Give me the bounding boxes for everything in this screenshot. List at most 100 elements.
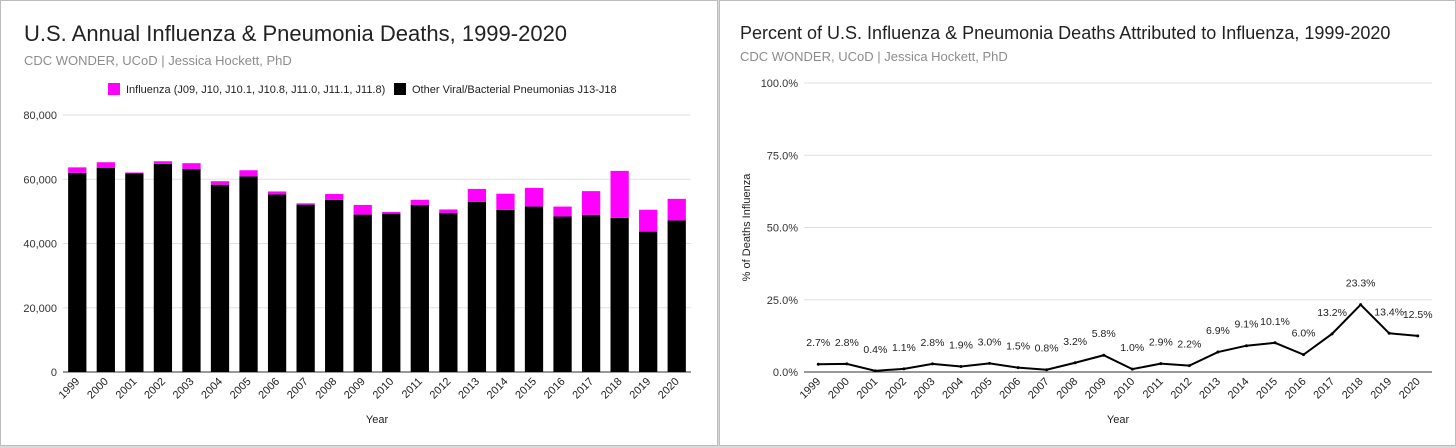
x-tick-label: 2017 <box>570 376 596 402</box>
y-tick-label: 80,000 <box>23 110 57 122</box>
bar-other <box>267 194 287 372</box>
x-tick-label: 2018 <box>1340 376 1366 402</box>
bar-other <box>182 168 201 372</box>
x-tick-label: 2005 <box>969 376 995 402</box>
bar-influenza <box>667 198 686 221</box>
line-point <box>1273 341 1277 345</box>
x-tick-label: 2000 <box>85 376 111 402</box>
bar-chart-svg: 0 20,000 40,000 60,000 80,000 Influenza (J09,… <box>23 83 691 426</box>
line-point <box>1387 331 1391 335</box>
y-tick-label: 25.0% <box>767 295 798 307</box>
y-axis-title: % of Deaths Influenza <box>741 173 753 282</box>
x-tick-label: 2006 <box>256 376 282 402</box>
line-point <box>1130 367 1134 371</box>
bar-other <box>68 172 87 372</box>
bar-influenza <box>239 170 258 177</box>
line-point <box>845 362 849 366</box>
bar-other <box>581 214 601 372</box>
data-label: 3.0% <box>978 336 1002 348</box>
data-label: 9.1% <box>1234 319 1258 331</box>
x-tick-label: 2007 <box>1026 376 1052 402</box>
y-tick-label: 20,000 <box>23 303 57 315</box>
bar-other <box>96 168 115 372</box>
bar-other <box>667 220 686 372</box>
x-tick-label: 2016 <box>542 376 568 402</box>
bar-influenza <box>553 206 572 217</box>
line-point <box>1187 364 1191 368</box>
line-point <box>1216 350 1220 354</box>
bar-influenza <box>467 188 487 202</box>
bar-influenza <box>610 170 629 218</box>
bar-other <box>125 173 144 372</box>
line-point <box>930 362 934 366</box>
data-label: 2.2% <box>1177 339 1201 351</box>
bar-influenza <box>496 193 515 210</box>
line-point <box>816 362 820 366</box>
bar-influenza <box>524 187 544 207</box>
legend-swatch-influenza <box>108 83 120 95</box>
x-tick-label: 2011 <box>1141 376 1166 401</box>
x-tick-label: 2008 <box>1055 376 1081 402</box>
x-tick-label: 2014 <box>485 376 511 402</box>
bar-influenza <box>125 172 144 174</box>
x-tick-label: 2010 <box>371 376 397 402</box>
bar-other <box>524 206 544 372</box>
data-label: 1.1% <box>892 342 916 354</box>
bar-other <box>496 209 515 372</box>
x-tick-label: 2002 <box>142 376 168 402</box>
data-label: 2.7% <box>806 337 830 349</box>
line-point <box>1416 334 1420 338</box>
bar-influenza <box>267 191 287 195</box>
y-tick-label: 50.0% <box>767 223 798 235</box>
x-tick-label: 2003 <box>171 376 197 402</box>
bar-other <box>639 231 658 372</box>
bar-other <box>239 176 258 372</box>
line-point <box>1016 366 1020 370</box>
line-point <box>1159 362 1163 366</box>
y-tick-label: 75.0% <box>767 150 798 162</box>
line-point <box>1244 344 1248 348</box>
line-point <box>988 361 992 365</box>
line-point <box>1359 303 1363 307</box>
x-tick-label: 2016 <box>1283 376 1309 402</box>
y-tick-label: 40,000 <box>23 239 57 251</box>
bar-chart-title: U.S. Annual Influenza & Pneumonia Deaths… <box>24 21 568 46</box>
x-tick-label: 2009 <box>1083 376 1109 402</box>
data-label: 23.3% <box>1346 278 1376 290</box>
bar-chart-subtitle: CDC WONDER, UCoD | Jessica Hockett, PhD <box>24 53 292 68</box>
line-chart-panel: Percent of U.S. Influenza & Pneumonia De… <box>719 0 1456 446</box>
bar-influenza <box>182 163 201 169</box>
data-label: 6.9% <box>1206 325 1230 337</box>
bar-other <box>610 217 629 372</box>
x-tick-label: 2014 <box>1226 376 1252 402</box>
data-label: 1.0% <box>1120 342 1144 354</box>
x-tick-label: 2020 <box>1397 376 1423 402</box>
bar-influenza <box>353 204 372 215</box>
bar-influenza <box>382 212 401 214</box>
data-label: 2.8% <box>835 337 859 349</box>
x-tick-label: 2015 <box>1254 376 1280 402</box>
line-point <box>1302 353 1306 357</box>
bar-influenza <box>410 199 429 205</box>
line-point <box>1102 353 1106 357</box>
data-label: 13.4% <box>1374 306 1404 318</box>
y-tick-label: 60,000 <box>23 174 57 186</box>
x-axis-title: Year <box>1107 414 1130 426</box>
bar-other <box>410 204 429 372</box>
data-label: 6.0% <box>1292 328 1316 340</box>
x-tick-label: 2001 <box>114 376 140 402</box>
bar-other <box>553 216 572 372</box>
x-tick-label: 2006 <box>997 376 1023 402</box>
x-tick-label: 2018 <box>599 376 625 402</box>
line-point <box>1073 361 1077 365</box>
data-label: 2.9% <box>1149 337 1173 349</box>
bar-other <box>353 214 372 372</box>
data-label: 10.1% <box>1260 316 1290 328</box>
x-tick-label: 2013 <box>456 376 482 402</box>
x-tick-label: 2004 <box>940 376 966 402</box>
x-tick-label: 2013 <box>1197 376 1223 402</box>
line-chart-svg: 0.0% 25.0% 50.0% 75.0% 100.0% % of Deaths Inf… <box>741 78 1433 426</box>
bar-influenza <box>153 161 173 164</box>
data-label: 2.8% <box>920 337 944 349</box>
line-point <box>902 367 906 371</box>
